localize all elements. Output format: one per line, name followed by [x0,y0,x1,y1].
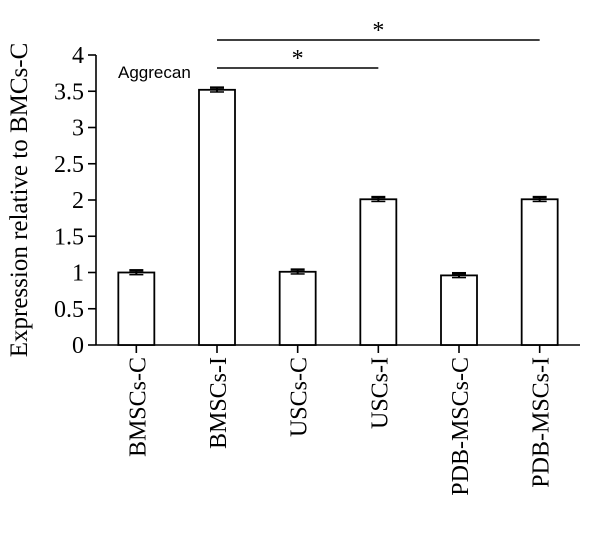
significance-star: * [372,18,384,44]
y-tick-label: 4 [72,43,84,69]
bar [359,198,398,346]
y-tick-label: 1 [72,261,84,287]
x-axis-tick-labels: BMSCs-C BMSCs-I USCs-C USCs-I PDB-MSCs-C PDB-… [125,345,555,496]
chart-title: Aggrecan [118,63,191,82]
bar [520,198,559,346]
y-tick-label: 0.5 [54,297,84,323]
y-axis-label: Expression relative to BMCs-C [6,43,33,358]
y-tick-label: 2.5 [54,152,84,178]
x-tick-label: PDB-MSCs-C [448,357,474,496]
bar [278,270,317,346]
x-tick-label: BMSCs-C [125,357,151,457]
x-tick-label: USCs-I [367,357,393,429]
y-tick-label: 2 [72,188,84,214]
bar [440,274,478,346]
y-tick-label: 3 [72,116,84,142]
x-tick-label: BMSCs-I [206,357,232,449]
bar [198,88,236,346]
y-tick-label: 0 [72,333,84,359]
bars-group [117,86,559,346]
x-tick-label: USCs-C [287,357,313,437]
bar [117,271,156,346]
significance-star: * [292,46,304,72]
significance-annotations: ** [217,18,540,72]
y-tick-label: 1.5 [54,224,84,250]
x-tick-label: PDB-MSCs-I [529,357,555,488]
y-tick-label: 3.5 [54,79,84,105]
y-axis-ticks: 0 0.5 1 1.5 2 2.5 3 3.5 4 [54,43,96,359]
